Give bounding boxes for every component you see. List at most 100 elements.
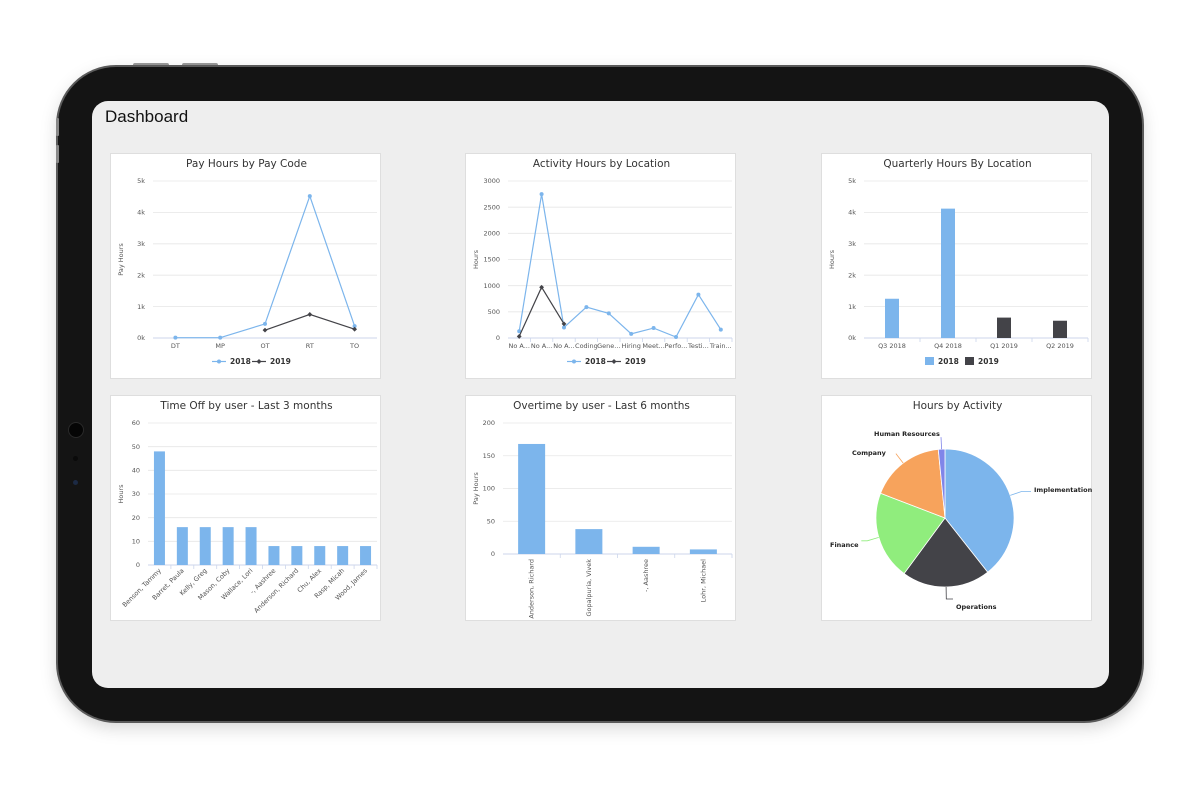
legend-symbol (925, 357, 934, 365)
data-point (651, 326, 656, 331)
bar (153, 451, 165, 565)
y-tick-label: 0 (491, 550, 495, 558)
legend-label: 2018 (230, 357, 251, 366)
data-point (352, 324, 357, 329)
data-point (629, 331, 634, 336)
y-axis-label: Hours (472, 249, 480, 269)
chart-pay-hours: Pay Hours by Pay Code 0k 1k 2k 3k 4k 5k Pay Hou… (117, 158, 377, 366)
legend-label: 2018 (585, 357, 606, 366)
y-tick-label: 1k (848, 303, 856, 311)
data-point (516, 334, 522, 339)
bar (1053, 320, 1067, 338)
data-point (262, 327, 268, 333)
bar (689, 549, 717, 554)
y-tick-label: 5k (137, 177, 145, 185)
x-tick-label: Q1 2019 (990, 342, 1018, 350)
x-tick-label: Coding (575, 342, 598, 350)
x-tick-label: Lohr, Michael (699, 559, 707, 602)
legend-label: 2019 (978, 357, 999, 366)
data-point (539, 192, 544, 197)
data-point (307, 194, 312, 199)
data-point (539, 284, 544, 290)
legend-label: 2019 (625, 357, 646, 366)
x-tick-label: Perfo... (665, 342, 688, 350)
chart-overtime: Overtime by user - Last 6 months 0 50 100 15… (472, 400, 733, 619)
bar (222, 527, 234, 565)
series-line-2018 (175, 194, 356, 339)
y-tick-label: 50 (132, 443, 140, 451)
legend-marker (256, 359, 262, 364)
x-tick-label: No A... (531, 342, 552, 350)
pie-label: Human Resources (874, 430, 940, 438)
chart-title: Overtime by user - Last 6 months (513, 400, 690, 412)
y-tick-label: 200 (483, 419, 495, 427)
tablet-side-button (56, 118, 59, 136)
y-tick-label: 3k (848, 240, 856, 248)
x-tick-label: DT (171, 342, 180, 350)
x-tick-label: Train... (709, 342, 732, 350)
y-tick-label: 0 (136, 561, 140, 569)
x-tick-label: Q2 2019 (1046, 342, 1074, 350)
data-point (718, 327, 723, 332)
pie-connector (945, 586, 953, 600)
card-pay-hours: Pay Hours by Pay Code 0k 1k 2k 3k 4k 5k Pay Hou… (110, 153, 381, 379)
y-axis-label: Hours (828, 249, 836, 269)
chart-hours-by-activity: Hours by Activity Implementation Operation… (830, 400, 1093, 611)
bar (518, 443, 546, 554)
y-tick-label: 60 (132, 419, 140, 427)
legend-label: 2019 (270, 357, 291, 366)
y-tick-label: 2k (137, 271, 145, 279)
bar (176, 527, 188, 565)
legend-marker (217, 359, 221, 364)
y-tick-label: 40 (132, 467, 140, 475)
pie-slice (944, 448, 1015, 573)
data-point (674, 334, 678, 339)
y-tick-label: 50 (487, 517, 495, 525)
camera-icon (69, 423, 83, 437)
data-point (561, 321, 567, 327)
pie-connector (1010, 491, 1031, 496)
chart-title: Quarterly Hours By Location (883, 158, 1031, 170)
data-point (562, 325, 566, 330)
chart-title: Activity Hours by Location (533, 158, 670, 170)
data-point (606, 311, 611, 316)
x-tick-label: Anderson, Richard (528, 559, 536, 619)
y-tick-label: 0k (137, 334, 145, 342)
y-tick-label: 150 (483, 452, 495, 460)
x-tick-label: Testi... (687, 342, 709, 350)
y-tick-label: 100 (483, 485, 495, 493)
bar (997, 317, 1011, 338)
y-tick-label: 2500 (483, 203, 500, 211)
x-tick-label: MP (215, 342, 225, 350)
y-tick-label: 1000 (483, 282, 500, 290)
y-tick-label: 1500 (483, 256, 500, 264)
pie-label: Finance (830, 541, 859, 549)
x-tick-label: Gene... (597, 342, 620, 350)
page-title: Dashboard (105, 107, 189, 126)
pie-connector (940, 437, 942, 450)
bar (291, 546, 303, 565)
data-point (307, 312, 313, 317)
sensor-dot (73, 480, 78, 485)
sensor-dot (73, 456, 78, 461)
data-point (173, 335, 178, 340)
bar (632, 546, 660, 554)
card-overtime: Overtime by user - Last 6 months 0 50 100 15… (465, 395, 736, 621)
tablet-top-button (133, 63, 169, 67)
y-tick-label: 20 (132, 514, 140, 522)
y-tick-label: 1k (137, 303, 145, 311)
bar (941, 208, 955, 338)
chart-activity-hours: Activity Hours by Location 0 500 1000 1500 20… (472, 158, 733, 366)
x-tick-label: -, Aashree (642, 559, 650, 592)
x-tick-label: OT (260, 342, 269, 350)
chart-title: Time Off by user - Last 3 months (159, 400, 332, 412)
x-tick-label: No A... (553, 342, 574, 350)
y-tick-label: 2k (848, 271, 856, 279)
y-tick-label: 10 (132, 538, 140, 546)
bar (314, 546, 326, 565)
chart-quarterly-hours: Quarterly Hours By Location 0k 1k 2k 3k 4k 5k H… (828, 158, 1089, 366)
x-tick-label: RT (306, 342, 314, 350)
y-axis-label: Hours (117, 484, 125, 504)
y-tick-label: 5k (848, 177, 856, 185)
x-tick-label: Anderson, Richard (252, 567, 300, 615)
